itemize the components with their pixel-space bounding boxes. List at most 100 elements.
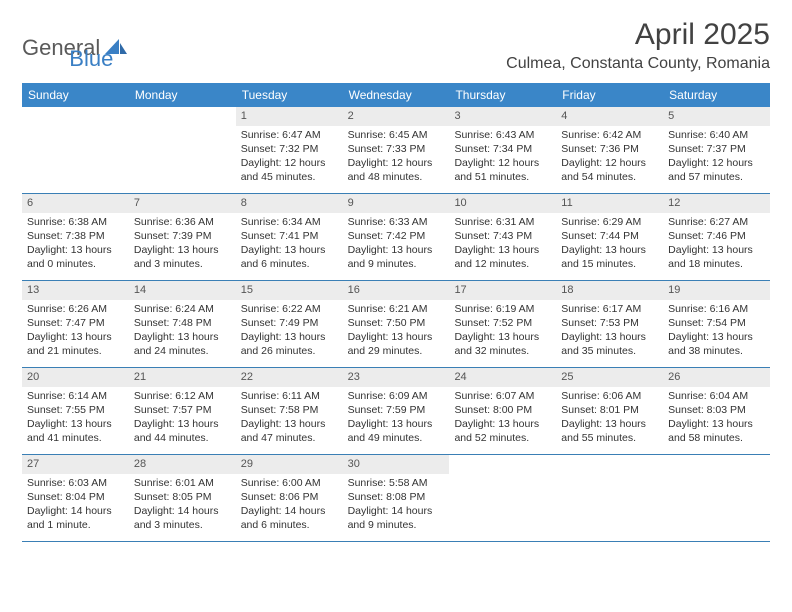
sunset-line: Sunset: 7:54 PM [668,316,765,330]
day-number: 18 [556,281,663,300]
day-body: Sunrise: 6:19 AMSunset: 7:52 PMDaylight:… [449,300,556,363]
location-subtitle: Culmea, Constanta County, Romania [506,55,770,73]
weekday-header: Thursday [449,83,556,107]
sunrise-line: Sunrise: 6:34 AM [241,215,338,229]
daylight-line: Daylight: 12 hours and 54 minutes. [561,156,658,184]
day-cell [663,455,770,541]
day-number: 1 [236,107,343,126]
sunrise-line: Sunrise: 6:45 AM [348,128,445,142]
day-cell: 3Sunrise: 6:43 AMSunset: 7:34 PMDaylight… [449,107,556,193]
week-row: 13Sunrise: 6:26 AMSunset: 7:47 PMDayligh… [22,281,770,368]
day-cell: 17Sunrise: 6:19 AMSunset: 7:52 PMDayligh… [449,281,556,367]
sunrise-line: Sunrise: 6:00 AM [241,476,338,490]
day-body: Sunrise: 6:47 AMSunset: 7:32 PMDaylight:… [236,126,343,189]
daylight-line: Daylight: 13 hours and 18 minutes. [668,243,765,271]
sunset-line: Sunset: 7:52 PM [454,316,551,330]
sunset-line: Sunset: 8:08 PM [348,490,445,504]
day-number: 29 [236,455,343,474]
sunset-line: Sunset: 7:34 PM [454,142,551,156]
sunrise-line: Sunrise: 6:19 AM [454,302,551,316]
day-cell: 25Sunrise: 6:06 AMSunset: 8:01 PMDayligh… [556,368,663,454]
sunrise-line: Sunrise: 6:12 AM [134,389,231,403]
page-title: April 2025 [506,18,770,52]
day-number: 10 [449,194,556,213]
calendar: SundayMondayTuesdayWednesdayThursdayFrid… [22,83,770,542]
day-cell: 23Sunrise: 6:09 AMSunset: 7:59 PMDayligh… [343,368,450,454]
day-cell: 1Sunrise: 6:47 AMSunset: 7:32 PMDaylight… [236,107,343,193]
sunset-line: Sunset: 7:39 PM [134,229,231,243]
sunset-line: Sunset: 7:46 PM [668,229,765,243]
day-cell: 13Sunrise: 6:26 AMSunset: 7:47 PMDayligh… [22,281,129,367]
sunrise-line: Sunrise: 6:26 AM [27,302,124,316]
sunrise-line: Sunrise: 6:40 AM [668,128,765,142]
daylight-line: Daylight: 14 hours and 3 minutes. [134,504,231,532]
day-cell: 6Sunrise: 6:38 AMSunset: 7:38 PMDaylight… [22,194,129,280]
day-number: 23 [343,368,450,387]
day-body: Sunrise: 6:01 AMSunset: 8:05 PMDaylight:… [129,474,236,537]
daylight-line: Daylight: 13 hours and 29 minutes. [348,330,445,358]
day-number [129,107,236,126]
day-number: 11 [556,194,663,213]
day-number: 28 [129,455,236,474]
weekday-header: Sunday [22,83,129,107]
day-number: 2 [343,107,450,126]
daylight-line: Daylight: 13 hours and 47 minutes. [241,417,338,445]
sunrise-line: Sunrise: 6:17 AM [561,302,658,316]
day-cell: 29Sunrise: 6:00 AMSunset: 8:06 PMDayligh… [236,455,343,541]
sunset-line: Sunset: 7:55 PM [27,403,124,417]
day-cell: 30Sunrise: 5:58 AMSunset: 8:08 PMDayligh… [343,455,450,541]
sunset-line: Sunset: 8:00 PM [454,403,551,417]
sunrise-line: Sunrise: 6:24 AM [134,302,231,316]
day-cell: 18Sunrise: 6:17 AMSunset: 7:53 PMDayligh… [556,281,663,367]
week-row: 20Sunrise: 6:14 AMSunset: 7:55 PMDayligh… [22,368,770,455]
sunset-line: Sunset: 7:59 PM [348,403,445,417]
day-cell: 26Sunrise: 6:04 AMSunset: 8:03 PMDayligh… [663,368,770,454]
week-row: 6Sunrise: 6:38 AMSunset: 7:38 PMDaylight… [22,194,770,281]
sunset-line: Sunset: 7:48 PM [134,316,231,330]
day-cell: 9Sunrise: 6:33 AMSunset: 7:42 PMDaylight… [343,194,450,280]
day-cell: 4Sunrise: 6:42 AMSunset: 7:36 PMDaylight… [556,107,663,193]
day-cell [556,455,663,541]
sunset-line: Sunset: 7:37 PM [668,142,765,156]
day-cell: 27Sunrise: 6:03 AMSunset: 8:04 PMDayligh… [22,455,129,541]
day-number: 27 [22,455,129,474]
sunrise-line: Sunrise: 6:31 AM [454,215,551,229]
daylight-line: Daylight: 13 hours and 58 minutes. [668,417,765,445]
daylight-line: Daylight: 12 hours and 57 minutes. [668,156,765,184]
sunrise-line: Sunrise: 6:09 AM [348,389,445,403]
day-number [449,455,556,474]
weekday-header: Friday [556,83,663,107]
day-number: 22 [236,368,343,387]
header: General Blue April 2025 Culmea, Constant… [22,18,770,73]
sunrise-line: Sunrise: 6:14 AM [27,389,124,403]
day-cell: 21Sunrise: 6:12 AMSunset: 7:57 PMDayligh… [129,368,236,454]
sunrise-line: Sunrise: 6:06 AM [561,389,658,403]
day-number: 17 [449,281,556,300]
day-body: Sunrise: 6:06 AMSunset: 8:01 PMDaylight:… [556,387,663,450]
day-cell: 28Sunrise: 6:01 AMSunset: 8:05 PMDayligh… [129,455,236,541]
day-number: 19 [663,281,770,300]
sunset-line: Sunset: 7:36 PM [561,142,658,156]
day-number: 21 [129,368,236,387]
day-body: Sunrise: 6:11 AMSunset: 7:58 PMDaylight:… [236,387,343,450]
sunrise-line: Sunrise: 6:22 AM [241,302,338,316]
day-cell: 8Sunrise: 6:34 AMSunset: 7:41 PMDaylight… [236,194,343,280]
daylight-line: Daylight: 13 hours and 9 minutes. [348,243,445,271]
day-body: Sunrise: 6:04 AMSunset: 8:03 PMDaylight:… [663,387,770,450]
sunset-line: Sunset: 7:43 PM [454,229,551,243]
logo-text-blue: Blue [69,46,113,72]
day-number: 30 [343,455,450,474]
sunset-line: Sunset: 7:57 PM [134,403,231,417]
daylight-line: Daylight: 12 hours and 51 minutes. [454,156,551,184]
day-body: Sunrise: 6:22 AMSunset: 7:49 PMDaylight:… [236,300,343,363]
day-cell [22,107,129,193]
day-number: 13 [22,281,129,300]
sunset-line: Sunset: 8:04 PM [27,490,124,504]
day-body: Sunrise: 6:34 AMSunset: 7:41 PMDaylight:… [236,213,343,276]
sunrise-line: Sunrise: 6:42 AM [561,128,658,142]
day-cell: 7Sunrise: 6:36 AMSunset: 7:39 PMDaylight… [129,194,236,280]
sunrise-line: Sunrise: 6:21 AM [348,302,445,316]
day-number: 9 [343,194,450,213]
day-cell: 11Sunrise: 6:29 AMSunset: 7:44 PMDayligh… [556,194,663,280]
day-body: Sunrise: 6:29 AMSunset: 7:44 PMDaylight:… [556,213,663,276]
